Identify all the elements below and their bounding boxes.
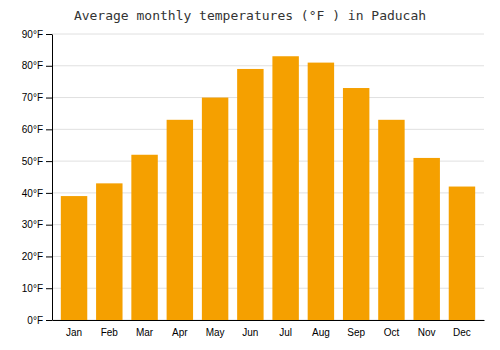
tick-label: 90°F (22, 29, 43, 40)
tick: Mar (136, 327, 154, 338)
tick-label: Sep (347, 327, 365, 338)
tick-label: 70°F (22, 92, 43, 103)
grid-line (52, 129, 484, 130)
tick-label: Mar (136, 327, 154, 338)
tick: 10°F (22, 283, 52, 294)
tick-mark (46, 256, 52, 257)
tick-mark (46, 129, 52, 130)
grid (52, 34, 484, 320)
bar (343, 88, 369, 320)
tick: 50°F (22, 156, 52, 167)
tick-label: 10°F (22, 283, 43, 294)
axis-line (53, 320, 485, 321)
tick: Apr (172, 327, 188, 338)
tick-label: Jun (242, 327, 258, 338)
bar (449, 187, 475, 320)
tick: 70°F (22, 92, 52, 103)
tick-label: 30°F (22, 219, 43, 230)
axis-line (52, 35, 53, 321)
bar (413, 158, 439, 320)
tick-label: May (206, 327, 225, 338)
tick-label: 20°F (22, 251, 43, 262)
tick: 20°F (22, 251, 52, 262)
tick: Jul (279, 327, 292, 338)
tick: Aug (312, 327, 330, 338)
tick: Nov (418, 327, 436, 338)
tick: 30°F (22, 219, 52, 230)
tick: 0°F (27, 315, 52, 326)
tick-label: Jan (66, 327, 82, 338)
chart: Average monthly temperatures (°F ) in Pa… (0, 0, 500, 350)
y-axis: 0°F 10°F 20°F 30°F 40°F 50°F 60°F 70°F 80°F 90°F (22, 29, 53, 326)
tick-mark (46, 225, 52, 226)
tick: 80°F (22, 60, 52, 71)
tick-label: 0°F (27, 315, 43, 326)
bar (202, 98, 228, 320)
grid-line (52, 65, 484, 66)
grid-line (52, 97, 484, 98)
tick: May (206, 327, 225, 338)
tick: 60°F (22, 124, 52, 135)
tick-label: 40°F (22, 188, 43, 199)
tick-label: Feb (101, 327, 119, 338)
tick-label: Oct (384, 327, 400, 338)
tick: Jan (66, 327, 82, 338)
bar (96, 183, 122, 320)
tick: 90°F (22, 29, 52, 40)
tick-label: Apr (172, 327, 188, 338)
bar (61, 196, 87, 320)
tick-label: Dec (453, 327, 471, 338)
tick-mark (46, 98, 52, 99)
tick-mark (46, 288, 52, 289)
tick-label: Nov (418, 327, 436, 338)
tick: Jun (242, 327, 258, 338)
bar (131, 155, 157, 320)
tick: Sep (347, 327, 365, 338)
tick: 40°F (22, 188, 52, 199)
tick-mark (46, 34, 52, 35)
tick-label: 60°F (22, 124, 43, 135)
x-axis: Jan Feb Mar Apr May Jun Jul Aug Sep Oct Nov Dec (53, 321, 485, 339)
tick: Oct (384, 327, 400, 338)
tick-mark (46, 193, 52, 194)
tick-label: 50°F (22, 156, 43, 167)
tick: Feb (101, 327, 119, 338)
tick-mark (46, 66, 52, 67)
tick-label: Jul (279, 327, 292, 338)
bar (308, 63, 334, 320)
tick-mark (46, 320, 52, 321)
bar (272, 56, 298, 320)
title: Average monthly temperatures (°F ) in Pa… (74, 8, 426, 23)
bar (167, 120, 193, 320)
bar (237, 69, 263, 320)
tick-label: 80°F (22, 60, 43, 71)
tick: Dec (453, 327, 471, 338)
bars (61, 56, 475, 320)
bar (378, 120, 404, 320)
tick-mark (46, 161, 52, 162)
plot: 0°F 10°F 20°F 30°F 40°F 50°F 60°F 70°F 80°F 90°F J… (22, 29, 485, 338)
tick-label: Aug (312, 327, 330, 338)
grid-line (52, 34, 484, 35)
